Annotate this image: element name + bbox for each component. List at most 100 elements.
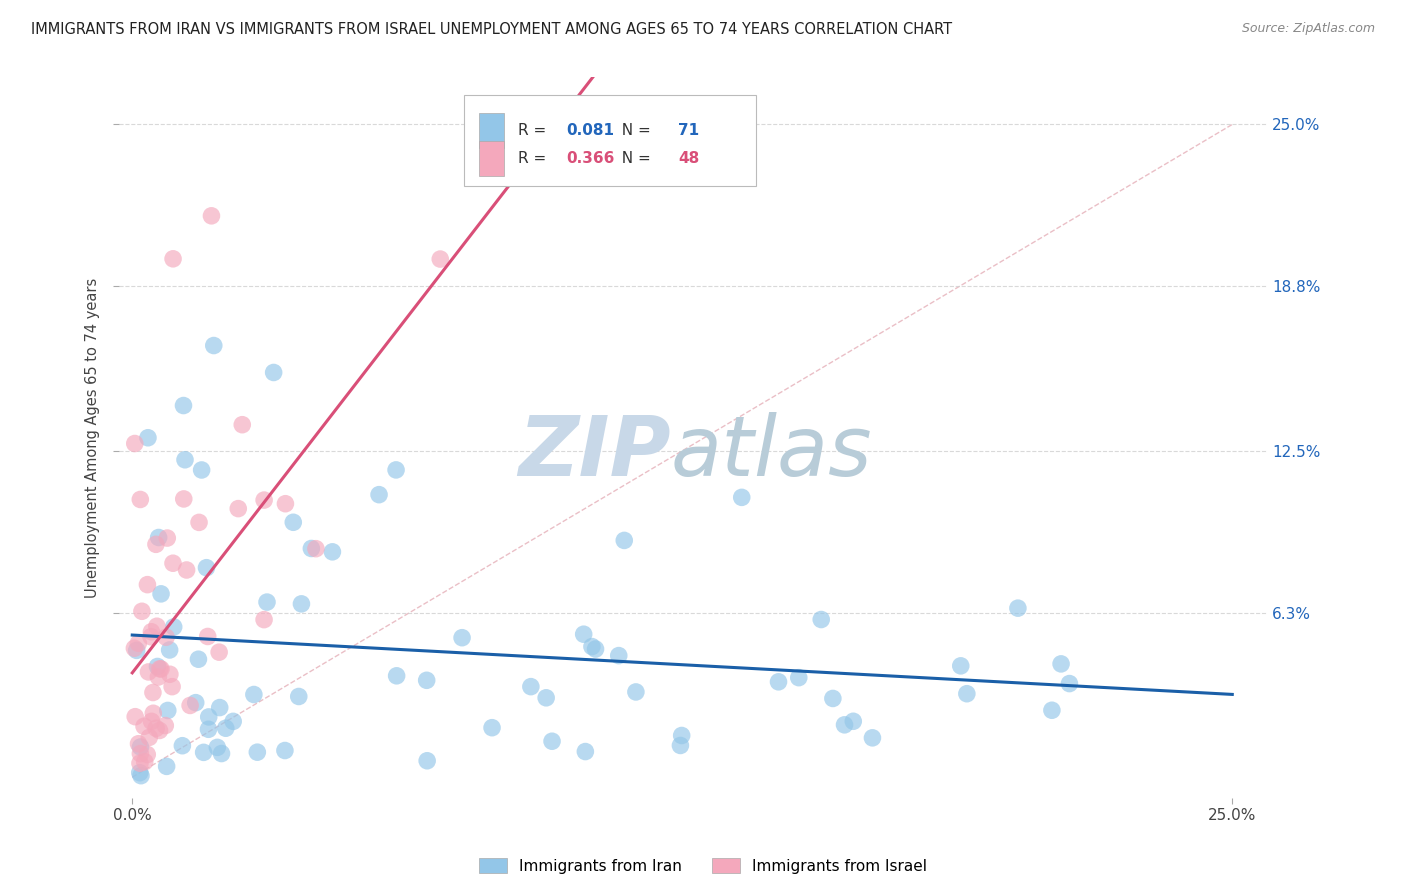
Point (429, 252, 451, 266)
Point (142, 685, 165, 699)
Point (128, 765, 150, 780)
Point (585, 642, 607, 657)
Point (416, 754, 439, 768)
Point (222, 714, 245, 729)
Point (624, 685, 647, 699)
Point (179, 698, 201, 713)
Point (136, 747, 159, 762)
Point (129, 492, 152, 507)
Point (1059, 676, 1081, 690)
Point (787, 671, 810, 685)
Point (368, 488, 391, 502)
Y-axis label: Unemployment Among Ages 65 to 74 years: Unemployment Among Ages 65 to 74 years (86, 277, 100, 598)
Point (132, 719, 155, 733)
Point (208, 700, 231, 714)
Point (862, 731, 884, 745)
Point (263, 366, 285, 380)
Point (253, 613, 276, 627)
Point (155, 718, 177, 732)
Point (124, 641, 146, 656)
Point (949, 658, 972, 673)
Point (174, 452, 197, 467)
Point (127, 636, 149, 650)
Point (283, 516, 305, 530)
Point (136, 577, 159, 591)
Point (142, 706, 165, 721)
Point (290, 597, 312, 611)
Point (274, 497, 297, 511)
Legend: Immigrants from Iran, Immigrants from Israel: Immigrants from Iran, Immigrants from Is… (472, 852, 934, 880)
Point (141, 624, 163, 639)
Point (159, 667, 181, 681)
Point (768, 674, 790, 689)
Point (162, 252, 184, 266)
Point (305, 541, 328, 556)
Text: R =: R = (517, 152, 551, 166)
Point (139, 630, 162, 644)
Point (148, 670, 170, 684)
Point (184, 696, 207, 710)
Point (321, 545, 343, 559)
Point (669, 739, 692, 753)
Point (607, 648, 630, 663)
Text: 48: 48 (678, 152, 700, 166)
Text: Source: ZipAtlas.com: Source: ZipAtlas.com (1241, 22, 1375, 36)
Point (197, 723, 219, 737)
Point (131, 604, 153, 618)
Point (156, 703, 179, 717)
Point (125, 643, 148, 657)
Point (415, 673, 437, 688)
Point (141, 714, 163, 729)
Point (243, 688, 266, 702)
Point (256, 595, 278, 609)
Point (129, 769, 152, 783)
Point (148, 723, 170, 738)
FancyBboxPatch shape (478, 142, 503, 176)
Point (197, 710, 219, 724)
Point (124, 436, 146, 450)
Point (731, 491, 754, 505)
Text: 0.366: 0.366 (565, 152, 614, 166)
Point (148, 531, 170, 545)
Point (159, 643, 181, 657)
Point (190, 463, 212, 477)
Point (200, 209, 222, 223)
Point (671, 729, 693, 743)
Point (574, 745, 596, 759)
Text: 0.081: 0.081 (565, 123, 614, 138)
Point (145, 537, 167, 551)
Point (1050, 657, 1073, 671)
Point (246, 745, 269, 759)
FancyBboxPatch shape (464, 95, 756, 186)
Point (146, 619, 169, 633)
FancyBboxPatch shape (478, 113, 503, 148)
Point (172, 739, 194, 753)
Point (188, 516, 211, 530)
Point (810, 613, 832, 627)
Point (253, 493, 276, 508)
Point (226, 501, 249, 516)
Point (1040, 703, 1063, 717)
Point (211, 747, 233, 761)
Point (215, 721, 238, 735)
Point (146, 659, 169, 673)
Point (156, 759, 179, 773)
Point (821, 691, 844, 706)
Point (581, 640, 603, 654)
Point (193, 745, 215, 759)
Point (129, 756, 152, 771)
Point (208, 645, 231, 659)
Text: ZIP: ZIP (517, 412, 671, 492)
Point (124, 709, 146, 723)
Point (176, 563, 198, 577)
Point (481, 721, 503, 735)
Point (287, 690, 309, 704)
Point (207, 740, 229, 755)
Point (274, 743, 297, 757)
Text: N =: N = (612, 152, 655, 166)
Point (150, 662, 173, 676)
Point (150, 587, 173, 601)
Point (202, 338, 225, 352)
Point (613, 533, 636, 548)
Point (520, 680, 543, 694)
